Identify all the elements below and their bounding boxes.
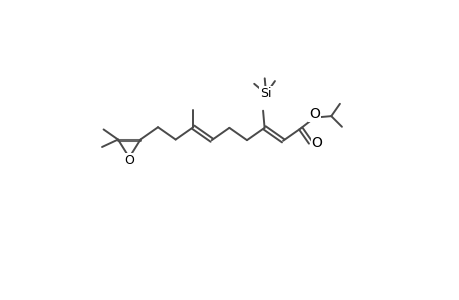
Text: Si: Si	[260, 87, 271, 100]
Text: O: O	[311, 136, 322, 149]
Text: O: O	[308, 107, 319, 121]
Text: O: O	[124, 154, 134, 167]
